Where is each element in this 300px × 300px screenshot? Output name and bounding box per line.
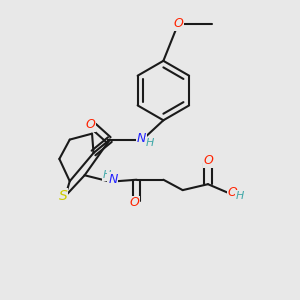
Text: H: H [236, 191, 244, 201]
Text: O: O [227, 186, 237, 199]
Text: N: N [136, 132, 146, 145]
Text: O: O [129, 196, 139, 209]
Text: N: N [108, 173, 118, 186]
Text: H: H [103, 170, 111, 180]
Text: O: O [173, 17, 183, 30]
Text: H: H [146, 138, 154, 148]
Text: O: O [204, 154, 214, 167]
Text: S: S [58, 189, 67, 203]
Text: O: O [85, 118, 95, 131]
